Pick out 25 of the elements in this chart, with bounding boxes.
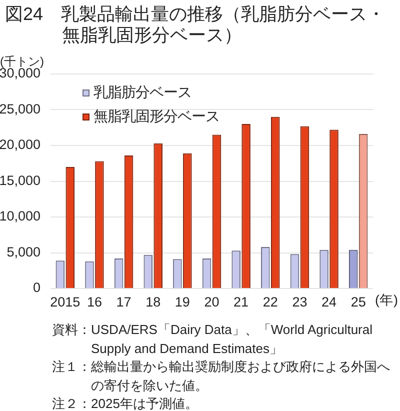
- x-tick-label: 2015: [50, 294, 80, 310]
- y-tick-label: 15,000: [0, 172, 40, 188]
- x-tick-label: 20: [204, 294, 220, 310]
- x-tick-label: 22: [262, 294, 278, 310]
- y-tick-label: 0: [32, 280, 40, 296]
- legend-label: 乳脂肪分ベース: [94, 84, 192, 101]
- x-axis-title: (年): [375, 292, 398, 308]
- x-tick-label: 18: [146, 294, 161, 310]
- chart-title: 図24 乳製品輸出量の推移（乳脂肪分ベース・無脂乳固形分ベース）: [5, 4, 386, 46]
- text: 注２：2025年は予測値。: [52, 395, 199, 411]
- legend-label: 無脂乳固形分ベース: [94, 108, 220, 125]
- x-tick-label: 21: [234, 294, 249, 310]
- text: 注１：総輸出量から輸出奨励制度および政府による外国への寄付を除いた値。: [52, 358, 391, 394]
- x-tick-label: 17: [116, 294, 132, 310]
- x-tick-label: 25: [350, 294, 366, 310]
- y-tick-label: 5,000: [6, 244, 40, 260]
- x-tick-label: 16: [86, 294, 102, 310]
- x-tick-label: 24: [322, 294, 338, 310]
- y-tick-label: 25,000: [0, 101, 40, 116]
- text: 資料：USDA/ERS「Dairy Data」、「World Agricultural Supply and Demand Estimates」: [52, 321, 374, 358]
- y-axis-title: (千トン): [0, 54, 44, 68]
- y-tick-label: 20,000: [0, 137, 40, 152]
- x-tick-label: 23: [292, 294, 308, 310]
- x-tick-label: 19: [174, 294, 190, 310]
- y-tick-label: 10,000: [0, 208, 40, 224]
